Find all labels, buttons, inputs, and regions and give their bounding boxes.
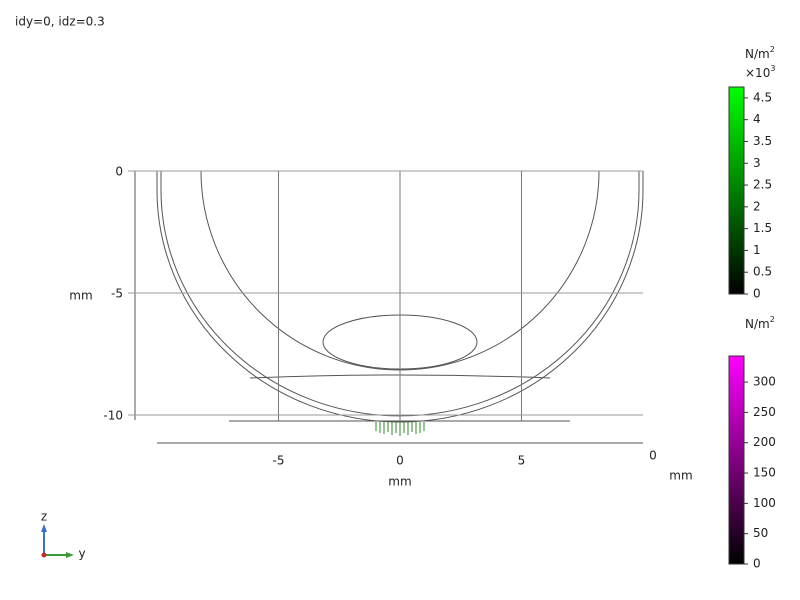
axis-triad: z y: [41, 510, 86, 561]
x-tick-label: 5: [518, 454, 526, 468]
geometry: [134, 170, 644, 444]
y-axis-unit: mm: [69, 289, 92, 303]
colorbar-tick-label: 50: [753, 526, 768, 540]
x-tick-label: 0: [396, 454, 404, 468]
depth-axis-unit: mm: [669, 469, 692, 483]
x-axis-unit: mm: [388, 475, 411, 489]
colorbar-tick-label: 2.5: [753, 178, 772, 192]
colorbar: [728, 355, 745, 565]
colorbar-tick-label: 100: [753, 496, 776, 510]
colorbar-tick-label: 300: [753, 375, 776, 389]
colorbar-tick-label: 200: [753, 435, 776, 449]
colorbar-tick-label: 3: [753, 156, 761, 170]
colorbar-tick-label: 1.5: [753, 221, 772, 235]
y-tick-label: -5: [111, 287, 123, 301]
colorbar-multiplier: ×103: [745, 64, 775, 80]
depth-tick-label: 0: [649, 449, 657, 463]
x-tick-label: -5: [273, 454, 285, 468]
colorbar: [728, 86, 745, 295]
colorbar-tick-label: 2: [753, 199, 761, 213]
colorbar-tick-label: 0: [753, 557, 761, 571]
triad-label: z: [41, 510, 47, 524]
colorbar-unit: N/m2: [745, 45, 775, 61]
colorbar-tick-label: 0: [753, 287, 761, 301]
colorbar-tick-label: 150: [753, 466, 776, 480]
triad-label: y: [78, 547, 85, 561]
plot-title: idy=0, idz=0.3: [15, 15, 105, 29]
colorbar-tick-label: 3.5: [753, 134, 772, 148]
colorbar-tick-label: 1: [753, 243, 761, 257]
colorbar-tick-label: 0.5: [753, 265, 772, 279]
colorbar-tick-label: 4: [753, 112, 761, 126]
colorbar-tick-label: 250: [753, 405, 776, 419]
colorbar-tick-label: 4.5: [753, 90, 772, 104]
colorbar-unit: N/m2: [745, 315, 775, 331]
y-tick-label: 0: [115, 165, 123, 179]
y-tick-label: -10: [103, 409, 123, 423]
